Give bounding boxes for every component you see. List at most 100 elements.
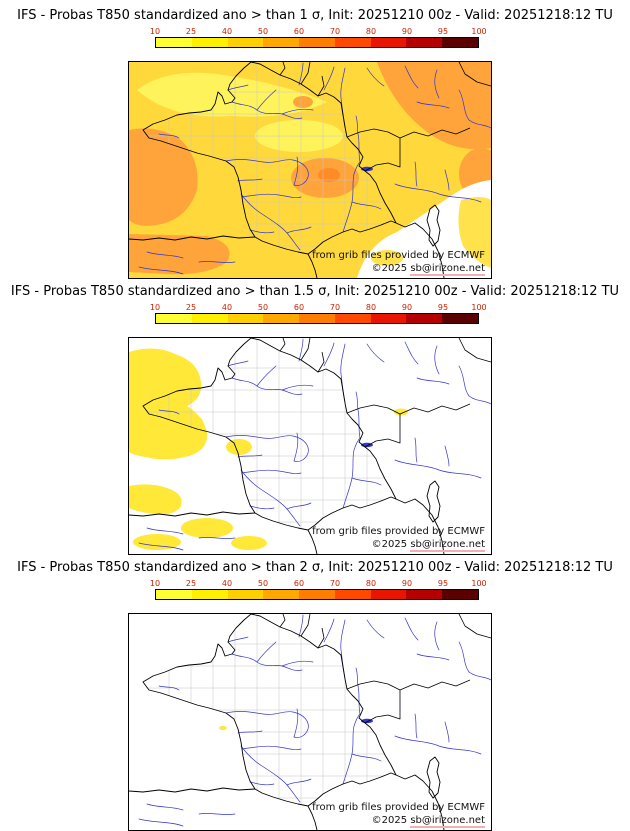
shaded-region [129, 128, 198, 226]
colorbar-segment [156, 38, 192, 47]
probability-shading [129, 338, 491, 554]
tick-label: 60 [293, 303, 305, 312]
colorbar-segment [370, 590, 407, 599]
panel-sigma-1: IFS - Probas T850 standardized ano > tha… [0, 0, 630, 279]
colorbar-segment [263, 38, 300, 47]
colorbar: 10 25 40 50 60 70 80 90 95 100 [150, 303, 487, 324]
panel-title: IFS - Probas T850 standardized ano > tha… [17, 8, 613, 23]
panel-sigma-2: IFS - Probas T850 standardized ano > tha… [0, 552, 630, 831]
colorbar-segment [406, 590, 443, 599]
colorbar-segment [263, 590, 300, 599]
colorbar-segment [191, 38, 228, 47]
tick-label: 95 [437, 579, 449, 588]
tick-label: 50 [257, 303, 269, 312]
colorbar-segment [442, 38, 479, 47]
shaded-region [129, 484, 182, 515]
colorbar-segment [406, 314, 443, 323]
tick-label: 50 [257, 27, 269, 36]
colorbar-segment [442, 314, 479, 323]
tick-label: 80 [365, 27, 377, 36]
colorbar: 10 25 40 50 60 70 80 90 95 100 [150, 579, 487, 600]
shaded-region [293, 96, 313, 108]
panel-title: IFS - Probas T850 standardized ano > tha… [17, 560, 613, 575]
copyright: ©2025 sb@irizone.net [312, 814, 485, 828]
map-frame: from grib files provided by ECMWF ©2025 … [128, 337, 492, 555]
colorbar-gradient [155, 589, 479, 600]
shaded-region [129, 234, 230, 275]
colorbar-segment [334, 590, 371, 599]
copyright: ©2025 sb@irizone.net [312, 262, 485, 276]
colorbar-tick-labels: 10 25 40 50 60 70 80 90 95 100 [150, 579, 487, 589]
colorbar-segment [227, 314, 264, 323]
tick-label: 10 [149, 579, 161, 588]
tick-label: 80 [365, 303, 377, 312]
tick-label: 25 [185, 303, 197, 312]
tick-label: 70 [329, 303, 341, 312]
colorbar-gradient [155, 37, 479, 48]
colorbar-segment [191, 590, 228, 599]
colorbar-segment [370, 314, 407, 323]
probability-shading [129, 62, 491, 278]
shaded-region [394, 408, 408, 416]
tick-label: 50 [257, 579, 269, 588]
colorbar-segment [334, 314, 371, 323]
copyright-prefix: ©2025 [371, 815, 408, 826]
colorbar-segment [299, 314, 335, 323]
tick-label: 80 [365, 579, 377, 588]
probability-shading [129, 614, 491, 830]
colorbar-segment [156, 314, 192, 323]
tick-label: 40 [221, 579, 233, 588]
watermark: from grib files provided by ECMWF ©2025 … [312, 525, 485, 552]
copyright-link[interactable]: sb@irizone.net [410, 263, 485, 276]
tick-label: 25 [185, 27, 197, 36]
colorbar-segment [263, 314, 300, 323]
ecmwf-credit: from grib files provided by ECMWF [312, 526, 485, 537]
tick-label: 60 [293, 579, 305, 588]
tick-label: 100 [471, 303, 487, 312]
ecmwf-credit: from grib files provided by ECMWF [312, 802, 485, 813]
shaded-region [377, 62, 491, 150]
copyright-prefix: ©2025 [371, 263, 408, 274]
panel-title: IFS - Probas T850 standardized ano > tha… [10, 284, 620, 299]
colorbar-segment [406, 38, 443, 47]
panel-sigma-1-5: IFS - Probas T850 standardized ano > tha… [0, 276, 630, 555]
shaded-region [163, 413, 203, 431]
tick-label: 95 [437, 303, 449, 312]
map-frame: from grib files provided by ECMWF ©2025 … [128, 613, 492, 831]
shaded-region [226, 439, 252, 455]
ecmwf-credit: from grib files provided by ECMWF [312, 250, 485, 261]
colorbar: 10 25 40 50 60 70 80 90 95 100 [150, 27, 487, 48]
tick-label: 70 [329, 579, 341, 588]
colorbar-segment [227, 38, 264, 47]
copyright-prefix: ©2025 [371, 539, 408, 550]
shaded-region [458, 197, 491, 268]
colorbar-segment [227, 590, 264, 599]
shaded-region [219, 726, 227, 730]
shaded-region [318, 168, 340, 182]
tick-label: 90 [401, 27, 413, 36]
colorbar-segment [442, 590, 479, 599]
colorbar-segment [299, 590, 335, 599]
colorbar-segment [156, 590, 192, 599]
colorbar-tick-labels: 10 25 40 50 60 70 80 90 95 100 [150, 27, 487, 37]
tick-label: 100 [471, 579, 487, 588]
shaded-region [371, 250, 403, 266]
watermark: from grib files provided by ECMWF ©2025 … [312, 801, 485, 828]
tick-label: 100 [471, 27, 487, 36]
colorbar-gradient [155, 313, 479, 324]
tick-label: 40 [221, 27, 233, 36]
shaded-region [129, 614, 491, 830]
tick-label: 25 [185, 579, 197, 588]
shaded-region [231, 536, 267, 550]
shaded-region [181, 518, 233, 538]
copyright-link[interactable]: sb@irizone.net [410, 815, 485, 828]
tick-label: 60 [293, 27, 305, 36]
tick-label: 70 [329, 27, 341, 36]
colorbar-segment [370, 38, 407, 47]
tick-label: 90 [401, 579, 413, 588]
copyright-link[interactable]: sb@irizone.net [410, 539, 485, 552]
tick-label: 95 [437, 27, 449, 36]
map-frame: from grib files provided by ECMWF ©2025 … [128, 61, 492, 279]
copyright: ©2025 sb@irizone.net [312, 538, 485, 552]
colorbar-segment [299, 38, 335, 47]
